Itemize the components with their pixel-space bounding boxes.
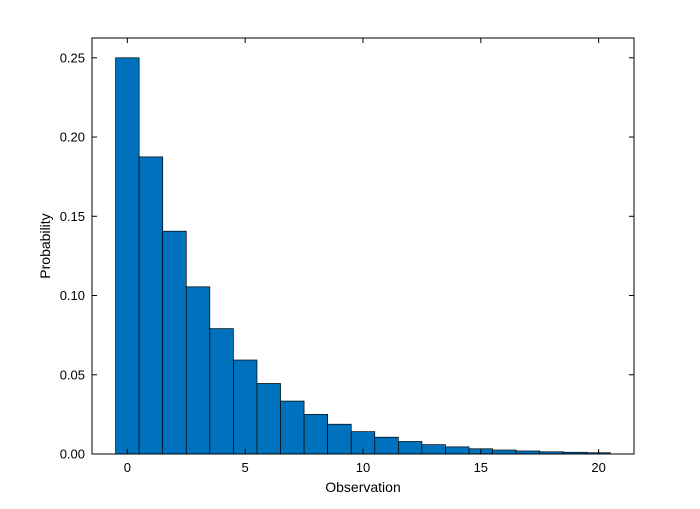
y-tick-label: 0.00: [60, 447, 85, 462]
histogram-bar-7: [280, 400, 305, 455]
histogram-bar-5: [233, 359, 258, 455]
x-tick-label: 20: [591, 460, 605, 475]
histogram-bar-3: [185, 286, 211, 455]
y-tick-label: 0.25: [60, 50, 85, 65]
ticks-group: 0 5 10 15 20 0.00 0.05 0.10 0.15 0.20 0.25: [60, 38, 634, 475]
histogram-bar-6: [256, 383, 281, 455]
histogram-bar-0: [115, 57, 140, 455]
histogram-bar-9: [327, 423, 352, 455]
y-tick-label: 0.15: [60, 209, 85, 224]
x-axis-label: Observation: [325, 479, 400, 495]
histogram-bar-13: [421, 444, 446, 455]
x-tick-label: 0: [124, 460, 131, 475]
histogram-bar-14: [445, 446, 470, 455]
histogram-bar-8: [303, 414, 329, 455]
bars-group: [115, 57, 611, 455]
y-tick-label: 0.20: [60, 130, 85, 145]
x-tick-label: 5: [242, 460, 249, 475]
histogram-bar-4: [209, 328, 234, 455]
histogram-bar-2: [162, 230, 187, 455]
histogram-bar-12: [398, 441, 423, 455]
x-tick-label: 10: [356, 460, 370, 475]
histogram-bar-16: [492, 449, 517, 455]
histogram-bar-11: [374, 436, 399, 455]
y-tick-label: 0.05: [60, 367, 85, 382]
x-tick-label: 15: [474, 460, 488, 475]
y-axis-label: Probability: [37, 213, 53, 278]
histogram-bar-1: [138, 156, 164, 455]
y-tick-label: 0.10: [60, 288, 85, 303]
